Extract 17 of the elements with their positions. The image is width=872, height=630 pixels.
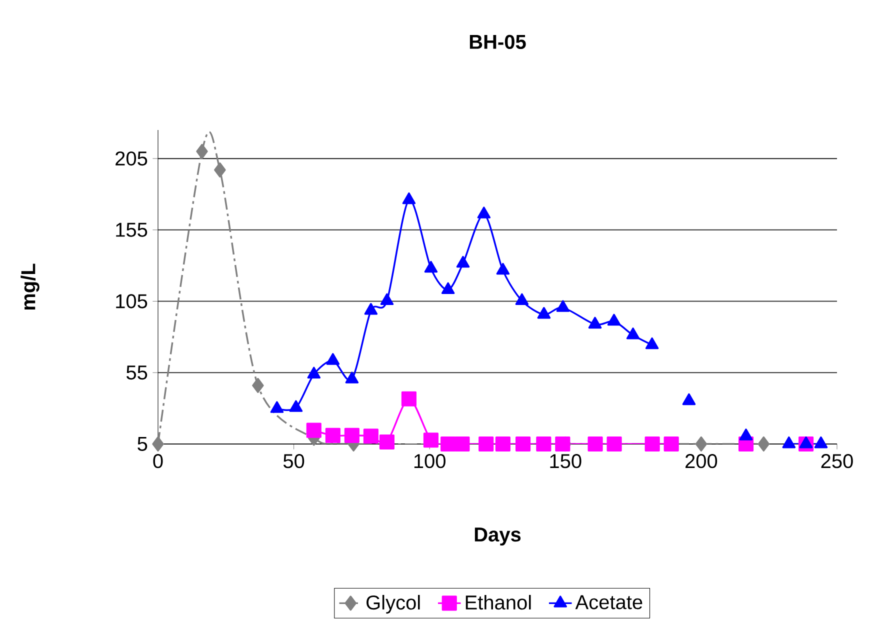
x-tick-label: 50 (283, 454, 304, 468)
x-axis-title: Days (474, 528, 521, 546)
y-tick-label: 105 (116, 294, 148, 308)
legend-label: Glycol (366, 594, 420, 614)
y-tick-label: 5 (138, 437, 148, 451)
chart-title: BH-05 (470, 34, 526, 49)
x-tick-label: 100 (414, 454, 446, 468)
x-tick-label: 0 (153, 454, 163, 468)
y-axis-title: mg/L (20, 264, 40, 310)
x-tick-label: 150 (550, 454, 582, 468)
legend-label: Ethanol (466, 594, 531, 610)
y-tick-label: 155 (116, 222, 148, 237)
y-tick-label: 205 (116, 151, 148, 166)
x-tick-label: 200 (686, 454, 718, 468)
x-tick-label: 250 (821, 454, 853, 468)
legend-label: Acetate (575, 595, 642, 610)
y-tick-label: 55 (126, 366, 148, 380)
